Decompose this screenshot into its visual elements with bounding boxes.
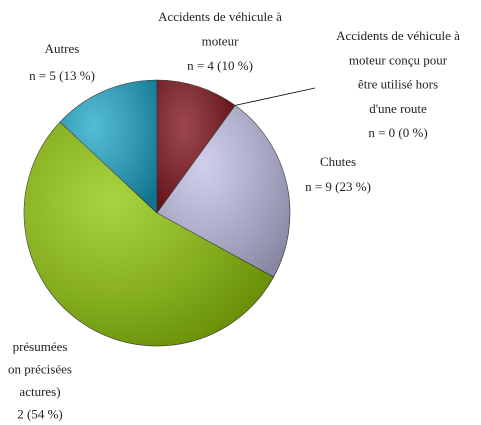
slice-label: être utilisé hors <box>358 77 438 92</box>
leader-line <box>235 87 316 106</box>
slice-label: actures) <box>19 384 60 399</box>
slice-shade <box>157 105 290 278</box>
value-label: n = 5 (13 %) <box>29 68 95 83</box>
slice-shade <box>24 121 274 346</box>
slice-label: on précisées <box>8 361 72 376</box>
value-label: n = 4 (10 %) <box>187 58 253 73</box>
slice-shade <box>157 80 236 213</box>
slice-label: moteur conçu pour <box>349 52 448 67</box>
slice-label: Autres <box>45 41 80 56</box>
value-label: n = 0 (0 %) <box>368 125 427 140</box>
slice-label: Accidents de véhicule à <box>158 9 282 24</box>
slice-label: présumées <box>13 339 68 354</box>
slice-label: d'une route <box>369 101 427 116</box>
slice-label: moteur <box>202 33 239 48</box>
slice-shade <box>60 80 157 213</box>
value-label: n = 9 (23 %) <box>305 179 371 194</box>
slice-label: Accidents de véhicule à <box>336 28 460 43</box>
slice-label: Chutes <box>320 154 356 169</box>
value-label: 2 (54 %) <box>17 406 63 421</box>
